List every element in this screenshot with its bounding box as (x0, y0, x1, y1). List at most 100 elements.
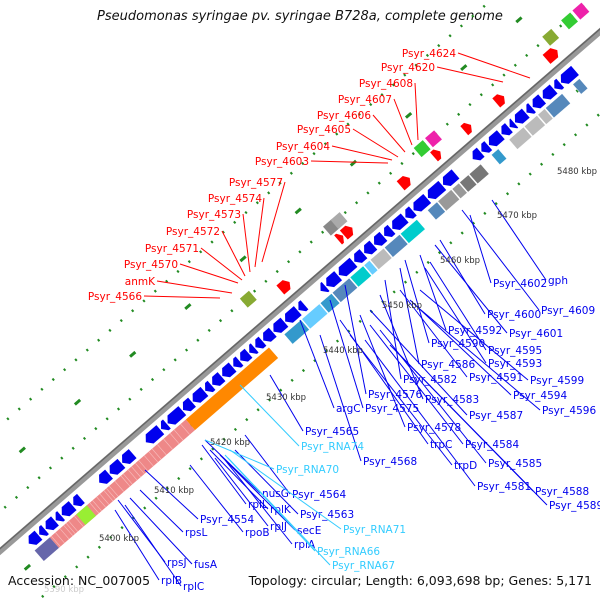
gene-boundary (148, 451, 159, 463)
reverse-gene-label: Psyr_4585 (488, 458, 542, 470)
gene-boundary (173, 429, 184, 441)
gene-boundary (156, 444, 167, 456)
reverse-gene-label: Psyr_4584 (465, 439, 519, 451)
leader-line (124, 504, 182, 587)
reverse-gene-arrow (542, 84, 558, 100)
reverse-gene-arrow (532, 94, 547, 109)
gene-boundary (163, 438, 173, 450)
gene-boundary (106, 488, 116, 500)
leader-line (414, 304, 541, 411)
reverse-gene-arrow (298, 300, 309, 312)
reverse-gene-label: Psyr_4576 (368, 389, 422, 401)
forward-gene-arrow (276, 280, 291, 295)
rpo-genes-band (185, 347, 279, 431)
reverse-gene-arrow (481, 141, 493, 153)
gene-block (523, 114, 546, 137)
leader-line (419, 254, 447, 331)
leader-line (239, 384, 300, 447)
forward-gene-label: Psyr_4572 (166, 226, 220, 238)
reverse-gene-arrow (122, 449, 137, 464)
gene-block (301, 303, 329, 330)
reverse-gene-label: Psyr_4595 (488, 345, 542, 357)
forward-gene-label: Psyr_4571 (145, 243, 199, 255)
leader-line (331, 145, 393, 161)
gene-block (399, 219, 426, 244)
gene-boundary (180, 423, 190, 435)
gene-boundary (65, 522, 76, 534)
reverse-gene-label: Psyr_4591 (469, 372, 523, 384)
leader-line (143, 295, 221, 299)
leader-line (114, 509, 160, 581)
gene-block (459, 174, 478, 193)
gene-boundary (55, 532, 65, 544)
gene-boundary (68, 520, 79, 532)
forward-gene-arrow (339, 225, 354, 240)
leader-line (409, 299, 512, 396)
leader-line (439, 239, 486, 315)
leader-line (204, 439, 275, 470)
reverse-gene-label: Psyr_4583 (425, 394, 479, 406)
kbp-tick-label: 5470 kbp (497, 211, 537, 221)
leader-line (424, 267, 487, 364)
reverse-gene-arrow (285, 306, 302, 323)
forward-gene-arrow (460, 122, 472, 136)
reverse-gene-arrow (39, 525, 49, 536)
gene-block (537, 108, 554, 125)
leader-line (349, 334, 453, 466)
leader-line (144, 469, 199, 520)
gene-boundary (92, 500, 102, 512)
leader-line (229, 449, 342, 530)
gene-boundary (135, 463, 145, 475)
forward-gene-label: Psyr_4624 (402, 48, 456, 60)
reverse-gene-label: Psyr_4554 (200, 514, 254, 526)
leader-line (242, 213, 251, 273)
gene-block (369, 247, 393, 270)
leader-line (139, 489, 184, 533)
reverse-gene-label: Psyr_4596 (542, 405, 596, 417)
reverse-gene-arrow (160, 419, 171, 431)
leader-line (384, 279, 402, 380)
reverse-gene-label: Psyr_4593 (488, 358, 542, 370)
reverse-gene-arrow (212, 372, 226, 386)
gene-block (349, 265, 372, 288)
reverse-gene-arrow (205, 380, 216, 393)
gene-boundary (123, 473, 133, 485)
reverse-gene-label: argC (336, 403, 361, 415)
gene-boundary (127, 469, 138, 481)
gene-boundary (74, 515, 84, 527)
leader-line (372, 114, 406, 153)
reverse-gene-label: Psyr_4587 (469, 410, 523, 422)
leader-line (414, 82, 419, 141)
leader-line (359, 314, 406, 428)
reverse-gene-label: fusA (194, 559, 218, 571)
forward-gene-label: Psyr_4574 (208, 193, 262, 205)
leader-line (399, 267, 420, 365)
reverse-gene-arrow (182, 397, 196, 412)
gene-boundary (131, 466, 141, 478)
leader-line (224, 459, 293, 545)
reverse-gene-arrow (509, 118, 519, 129)
reverse-gene-arrow (526, 103, 536, 114)
gene-boundary (151, 448, 162, 460)
reverse-gene-arrow (263, 327, 277, 342)
reverse-gene-label: rpoB (245, 527, 270, 539)
forward-gene-arrow (334, 233, 344, 245)
leader-line (209, 449, 269, 510)
leader-line (221, 230, 246, 277)
rna-gene-label: Psyr_RNA74 (301, 441, 364, 453)
reverse-gene-arrow (255, 336, 267, 349)
leader-line (189, 464, 244, 533)
leader-line (179, 263, 239, 284)
forward-gene-label: Psyr_4605 (297, 124, 351, 136)
reverse-gene-arrow (326, 271, 343, 288)
leader-line (269, 374, 304, 432)
leader-line (156, 280, 233, 294)
gene-block (427, 201, 446, 221)
reverse-gene-arrow (488, 130, 505, 147)
reverse-gene-label: Psyr_4589 (549, 500, 600, 512)
forward-gene-block (413, 140, 431, 158)
reverse-gene-arrow (427, 180, 447, 200)
reverse-gene-arrow (167, 406, 187, 425)
reverse-gene-arrow (233, 356, 244, 368)
leader-line (344, 284, 367, 395)
